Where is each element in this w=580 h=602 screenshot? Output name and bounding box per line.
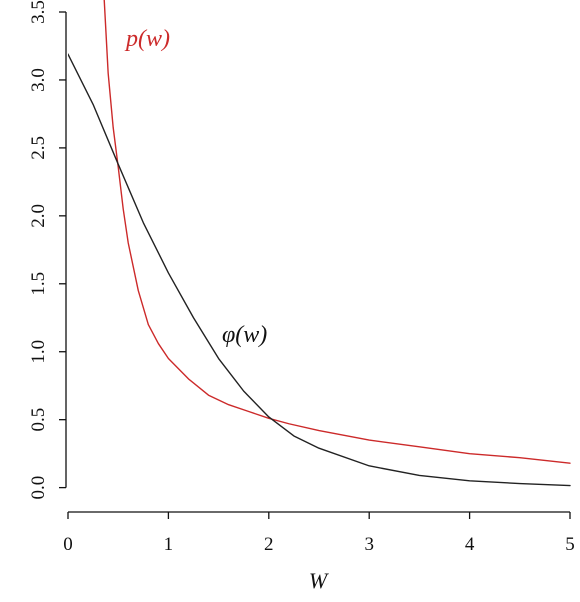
series-label-phi: φ(w) (222, 322, 267, 348)
x-tick-label: 0 (63, 534, 73, 555)
y-tick-label: 3.0 (28, 68, 49, 92)
y-tick-label: 2.0 (28, 204, 49, 228)
x-tick-label: 3 (364, 534, 374, 555)
ticks: 0 1 2 3 4 5 0.0 0.5 1.0 1.5 2.0 2.5 3.0 3.5 (28, 0, 575, 555)
y-tick-label: 0.0 (28, 476, 49, 500)
axes (65, 12, 570, 513)
y-tick-label: 2.5 (28, 136, 49, 160)
series-label-p: p(w) (124, 26, 170, 52)
y-tick-label: 1.0 (28, 340, 49, 364)
x-tick-label: 1 (164, 534, 174, 555)
series-line-p (103, 0, 571, 464)
y-tick-label: 0.5 (28, 408, 49, 432)
y-tick-label: 3.5 (28, 0, 49, 24)
x-tick-label: 4 (465, 534, 475, 555)
x-tick-label: 2 (264, 534, 274, 555)
series-line-phi (68, 53, 571, 487)
y-tick-label: 1.5 (28, 272, 49, 296)
x-axis-title: W (309, 568, 329, 593)
x-tick-label: 5 (565, 534, 575, 555)
series-layer (68, 0, 571, 487)
